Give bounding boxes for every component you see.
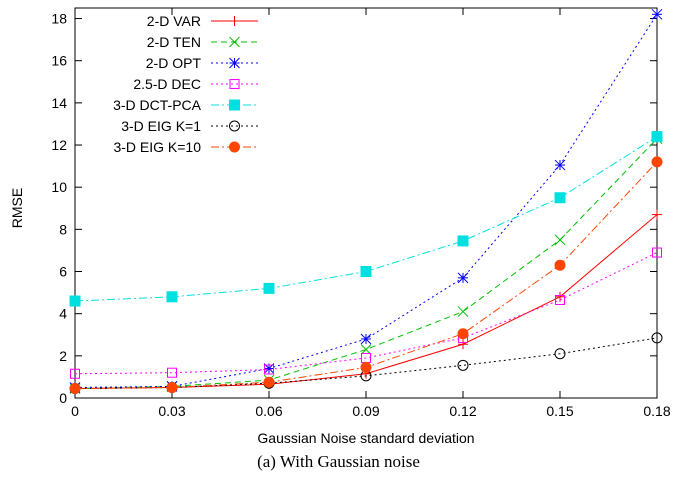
legend-label-3-d-eig-k-1: 3-D EIG K=1 (121, 118, 201, 134)
series-2-5-d-dec (70, 247, 662, 379)
legend-label-2-d-opt: 2-D OPT (146, 55, 202, 71)
legend-marker-3-d-eig-k-1 (229, 120, 240, 132)
data-point-2-5-d-dec (70, 368, 80, 379)
x-tick-label: 0.15 (546, 403, 573, 419)
legend-label-2-d-var: 2-D VAR (147, 13, 201, 29)
x-tick-label: 0 (71, 403, 79, 419)
data-point-2-5-d-dec (167, 367, 177, 378)
rmse-line-chart: 0 2 4 6 8 10 12 14 16 18 0 0.03 0.06 0.09 0.12 0.15 0.1… (9, 7, 671, 446)
series-line-2-d-ten (74, 138, 658, 390)
legend-item-2-d-var: 2-D VAR (147, 13, 258, 29)
y-tick-label: 0 (59, 390, 67, 406)
series-line-3-d-eig-k-1 (74, 337, 658, 390)
legend-item-2-d-opt: 2-D OPT (146, 55, 258, 71)
data-point-2-d-opt (360, 333, 372, 345)
y-axis-title: RMSE (9, 188, 25, 228)
data-point-3-d-eig-k-10 (651, 156, 663, 168)
legend-marker-2-d-var (229, 16, 240, 26)
data-point-2-d-opt (457, 272, 469, 284)
data-point-3-d-dct-pca (457, 235, 469, 247)
data-point-3-d-dct-pca (554, 192, 566, 204)
y-tick-label: 12 (51, 137, 67, 153)
y-tick-label: 4 (59, 306, 67, 322)
data-point-2-d-ten (554, 234, 566, 246)
y-axis-ticks: 0 2 4 6 8 10 12 14 16 18 (51, 11, 657, 406)
y-tick-label: 8 (59, 221, 67, 237)
legend: 2-D VAR 2-D TEN 2-D OPT 2.5-D DEC 3-D DCT-PC… (113, 13, 258, 155)
legend-label-3-d-dct-pca: 3-D DCT-PCA (113, 97, 202, 113)
data-point-2-d-ten (457, 306, 469, 317)
data-point-2-d-ten (360, 344, 372, 355)
data-point-3-d-dct-pca (263, 282, 275, 294)
data-point-3-d-eig-k-10 (166, 381, 178, 393)
legend-marker-2-5-d-dec (229, 79, 240, 89)
y-tick-label: 6 (59, 264, 67, 280)
x-axis-ticks: 0 0.03 0.06 0.09 0.12 0.15 0.18 (71, 8, 671, 419)
data-point-3-d-eig-k-1 (554, 348, 566, 360)
x-tick-label: 0.03 (158, 403, 185, 419)
x-tick-label: 0.12 (449, 403, 476, 419)
legend-item-2-5-d-dec: 2.5-D DEC (133, 76, 258, 92)
series-3-d-eig-k-10 (69, 156, 663, 395)
series-line-2-5-d-dec (74, 252, 658, 375)
data-point-2-5-d-dec (652, 247, 662, 258)
legend-marker-3-d-dct-pca (229, 99, 240, 111)
y-tick-label: 14 (51, 95, 67, 111)
data-point-2-d-opt (651, 8, 663, 20)
data-point-3-d-eig-k-1 (651, 332, 663, 344)
legend-label-3-d-eig-k-10: 3-D EIG K=10 (113, 139, 201, 155)
data-point-3-d-eig-k-10 (457, 328, 469, 340)
legend-label-2-d-ten: 2-D TEN (147, 34, 201, 50)
data-point-2-d-opt (554, 159, 566, 171)
series-3-d-dct-pca (69, 131, 663, 307)
x-tick-label: 0.06 (255, 403, 282, 419)
data-point-3-d-eig-k-10 (554, 259, 566, 271)
data-point-3-d-eig-k-10 (263, 376, 275, 388)
data-point-3-d-eig-k-10 (69, 383, 81, 395)
data-point-3-d-eig-k-10 (360, 361, 372, 373)
data-point-3-d-dct-pca (69, 295, 81, 307)
data-point-3-d-eig-k-1 (457, 359, 469, 371)
y-tick-label: 18 (51, 11, 67, 27)
x-tick-label: 0.09 (352, 403, 379, 419)
legend-item-2-d-ten: 2-D TEN (147, 34, 258, 50)
series-layer (69, 8, 663, 395)
data-point-3-d-dct-pca (166, 291, 178, 303)
legend-marker-2-d-opt (229, 57, 240, 69)
legend-item-3-d-eig-k-10: 3-D EIG K=10 (113, 139, 258, 155)
series-2-d-ten (69, 133, 663, 394)
legend-marker-3-d-eig-k-10 (229, 141, 240, 153)
data-point-2-d-var (555, 291, 565, 302)
y-tick-label: 2 (59, 348, 67, 364)
y-tick-label: 16 (51, 53, 67, 69)
data-point-2-d-var (458, 339, 468, 350)
y-tick-label: 10 (51, 179, 67, 195)
x-axis-title: Gaussian Noise standard deviation (257, 430, 474, 446)
data-point-2-5-d-dec (264, 364, 274, 375)
legend-item-3-d-dct-pca: 3-D DCT-PCA (113, 97, 258, 113)
data-point-2-d-var (652, 209, 662, 220)
data-point-3-d-dct-pca (651, 131, 663, 143)
data-point-3-d-dct-pca (360, 266, 372, 278)
legend-label-2-5-d-dec: 2.5-D DEC (133, 76, 201, 92)
legend-marker-2-d-ten (229, 36, 240, 48)
legend-item-3-d-eig-k-1: 3-D EIG K=1 (121, 118, 258, 134)
data-point-2-5-d-dec (555, 294, 565, 305)
figure-caption: (a) With Gaussian noise (257, 452, 420, 471)
x-tick-label: 0.18 (643, 403, 670, 419)
